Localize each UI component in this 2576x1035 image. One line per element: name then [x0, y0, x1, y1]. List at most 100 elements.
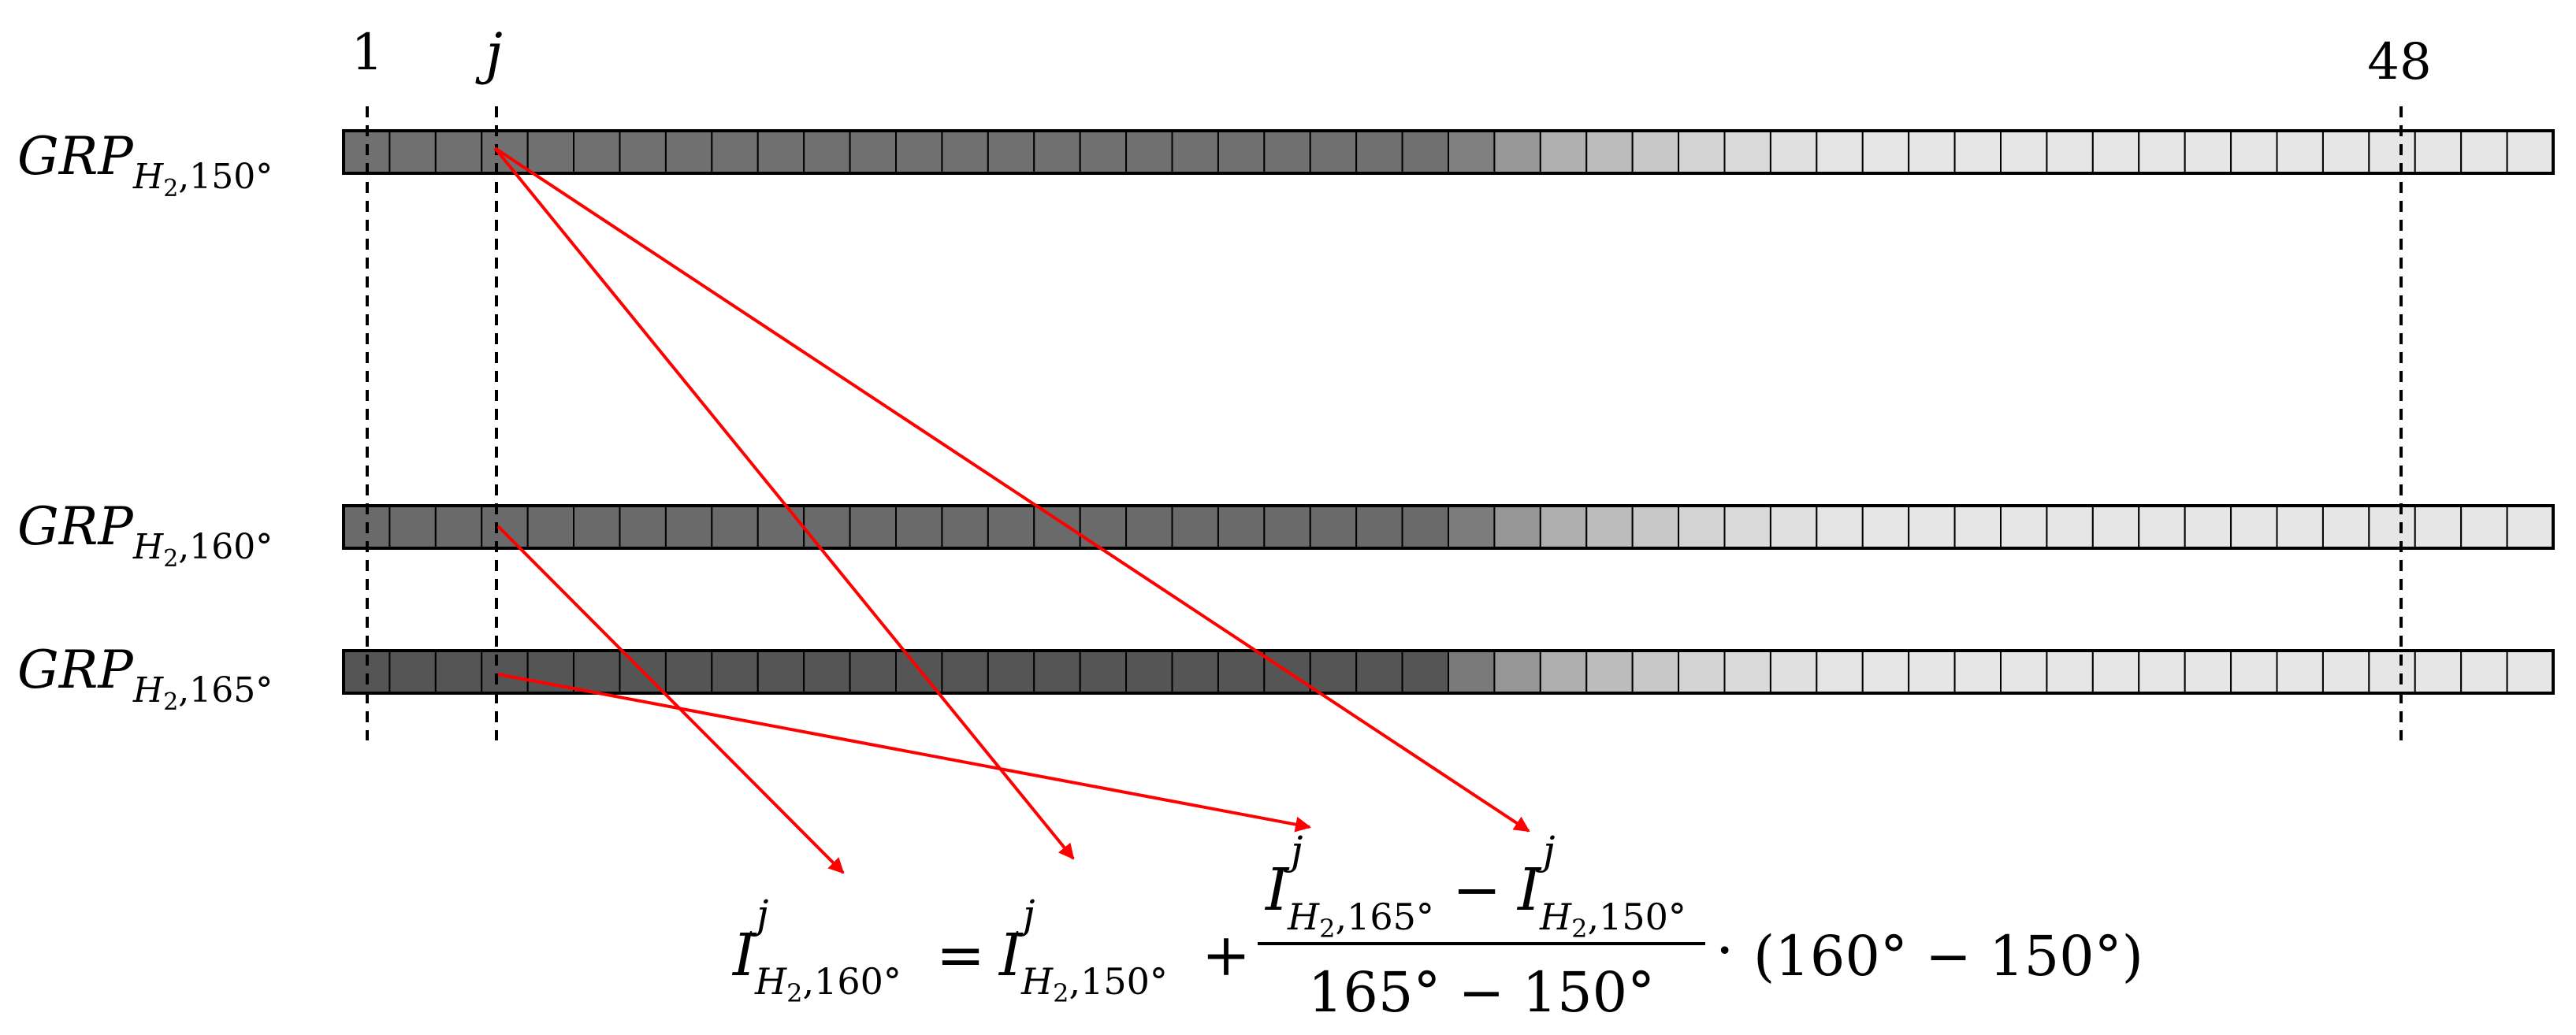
cell	[664, 130, 713, 174]
cell	[1861, 650, 1910, 694]
cell	[2091, 505, 2140, 549]
cell	[1309, 505, 1358, 549]
cell	[1723, 650, 1771, 694]
cell	[803, 650, 851, 694]
cell	[711, 130, 759, 174]
cell	[434, 650, 483, 694]
cell	[1263, 130, 1311, 174]
cell	[1723, 505, 1771, 549]
formula-tail: (160° − 150°)	[1753, 924, 2143, 989]
cell	[2138, 130, 2186, 174]
cell	[1816, 505, 1864, 549]
cell	[1631, 130, 1680, 174]
cell-strip-row-3	[342, 649, 2555, 695]
cell	[526, 130, 575, 174]
cell	[2321, 650, 2370, 694]
marker-j: j	[475, 21, 503, 86]
cell	[2368, 130, 2416, 174]
svg-text:GRPH2,165°: GRPH2,165°	[17, 640, 273, 716]
cell	[1678, 650, 1726, 694]
cell	[619, 505, 667, 549]
cell	[2368, 650, 2416, 694]
cell	[388, 505, 437, 549]
formula-term1: I j H2,150°	[998, 892, 1168, 1008]
cell	[1678, 505, 1726, 549]
cell	[1631, 650, 1680, 694]
svg-text:−: −	[1452, 856, 1501, 924]
cell	[1401, 650, 1449, 694]
column-guides	[366, 106, 2403, 740]
cell	[1033, 130, 1081, 174]
row-label-160: GRPH2,160°	[17, 496, 273, 573]
svg-text:H2,160°: H2,160°	[754, 960, 901, 1008]
fraction-denominator: 165° − 150°	[1308, 960, 1655, 1025]
cell	[1217, 130, 1266, 174]
cell	[664, 650, 713, 694]
svg-text:H2,150°: H2,150°	[1539, 896, 1686, 944]
cell	[1539, 505, 1588, 549]
formula-plus: +	[1202, 922, 1251, 989]
cell	[941, 130, 989, 174]
cell	[1816, 650, 1864, 694]
cell	[619, 130, 667, 174]
cell	[2091, 650, 2140, 694]
cell	[1769, 650, 1818, 694]
arrow-150-to-numb	[493, 147, 1530, 833]
cell	[2321, 130, 2370, 174]
cell	[2230, 650, 2278, 694]
arrow-150-to-t1	[493, 147, 1075, 860]
cell	[2414, 130, 2463, 174]
cell	[2506, 130, 2555, 174]
cell	[1585, 505, 1634, 549]
cell	[987, 130, 1035, 174]
cell	[1033, 505, 1081, 549]
svg-text:I: I	[731, 922, 757, 989]
cell	[1908, 130, 1956, 174]
cell	[1401, 130, 1449, 174]
marker-last: 48	[2367, 33, 2431, 91]
cell	[1585, 650, 1634, 694]
cell	[1355, 130, 1403, 174]
cell	[2138, 650, 2186, 694]
cell	[2046, 650, 2094, 694]
cell	[941, 650, 989, 694]
svg-text:GRPH2,150°: GRPH2,150°	[17, 126, 273, 202]
svg-text:I: I	[1264, 856, 1290, 924]
cell	[2230, 130, 2278, 174]
cell	[849, 130, 897, 174]
cell	[1079, 650, 1128, 694]
fraction-numerator: I j H2,165° − I j H2,150°	[1264, 828, 1686, 944]
cell	[1309, 650, 1358, 694]
cell-strips	[342, 129, 2555, 695]
cell	[2460, 130, 2508, 174]
cell	[711, 505, 759, 549]
cell	[1079, 130, 1128, 174]
cell	[1355, 650, 1403, 694]
cell	[1769, 505, 1818, 549]
cell	[1125, 130, 1173, 174]
cell	[1816, 130, 1864, 174]
cell	[2506, 505, 2555, 549]
row-label-165: GRPH2,165°	[17, 640, 273, 716]
cell	[2000, 650, 2048, 694]
cell	[434, 130, 483, 174]
cell	[1493, 505, 1541, 549]
cell	[711, 650, 759, 694]
cell	[1448, 650, 1496, 694]
svg-text:I: I	[998, 922, 1024, 989]
formula-lhs: I j H2,160°	[731, 892, 901, 1008]
cell	[2321, 505, 2370, 549]
formula-dot: ·	[1715, 917, 1734, 985]
svg-text:GRPH2,160°: GRPH2,160°	[17, 496, 273, 573]
cell	[2000, 130, 2048, 174]
cell	[1539, 130, 1588, 174]
cell	[1539, 650, 1588, 694]
cell	[2414, 505, 2463, 549]
cell	[1493, 130, 1541, 174]
svg-text:H2,150°: H2,150°	[1020, 960, 1168, 1008]
cell	[2506, 650, 2555, 694]
strip-border	[342, 649, 2555, 695]
cell	[1678, 130, 1726, 174]
svg-text:I: I	[1516, 856, 1542, 924]
